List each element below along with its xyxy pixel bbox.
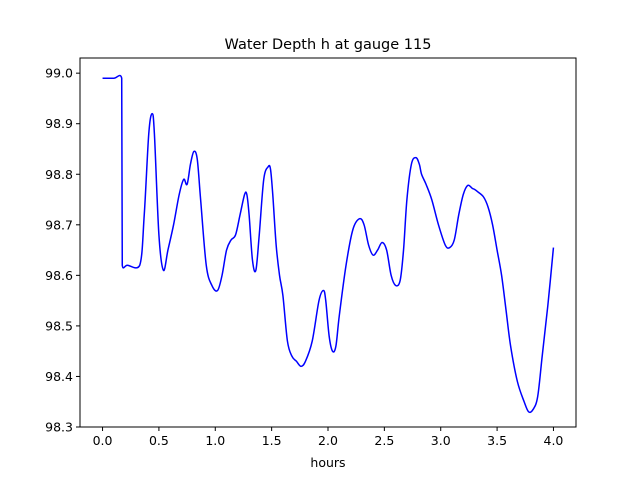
x-tick-label: 1.5 [262, 433, 282, 448]
x-tick-label: 3.0 [431, 433, 451, 448]
y-tick-label: 98.3 [45, 420, 73, 435]
y-tick-label: 99.0 [45, 66, 73, 81]
x-tick-label: 2.5 [374, 433, 394, 448]
y-tick-label: 98.9 [45, 116, 73, 131]
x-tick-label: 0.5 [149, 433, 169, 448]
x-tick-label: 4.0 [544, 433, 564, 448]
y-tick-label: 98.7 [45, 217, 73, 232]
y-tick-label: 98.5 [45, 318, 73, 333]
y-tick-label: 98.4 [45, 369, 73, 384]
y-tick-label: 98.6 [45, 268, 73, 283]
x-tick-label: 2.0 [318, 433, 338, 448]
axis-ticks: 0.0 0.5 1.0 1.5 2.0 2.5 3.0 3.5 4.0 98.3 98.4 98.5 9… [45, 66, 563, 448]
plot-frame [79, 57, 577, 428]
series-line [102, 74, 555, 414]
x-tick-label: 3.5 [487, 433, 507, 448]
series-group [102, 74, 555, 414]
chart-title: Water Depth h at gauge 115 [225, 37, 432, 53]
x-axis-label: hours [310, 455, 345, 470]
y-tick-label: 98.8 [45, 167, 73, 182]
x-tick-label: 1.0 [205, 433, 225, 448]
plot-area [80, 58, 576, 427]
x-tick-label: 0.0 [93, 433, 113, 448]
